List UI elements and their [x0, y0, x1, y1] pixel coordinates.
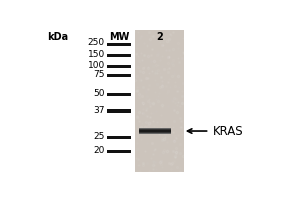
- Bar: [139, 132, 171, 133]
- Text: 150: 150: [88, 50, 105, 59]
- Bar: [107, 150, 130, 153]
- Bar: [107, 74, 130, 77]
- Bar: [107, 54, 130, 57]
- Text: kDa: kDa: [47, 32, 68, 42]
- Bar: [139, 133, 171, 134]
- Text: 37: 37: [93, 106, 105, 115]
- Bar: [139, 129, 171, 130]
- Text: 25: 25: [94, 132, 105, 141]
- Text: 20: 20: [94, 146, 105, 155]
- Text: MW: MW: [109, 32, 129, 42]
- Text: 2: 2: [156, 32, 163, 42]
- Bar: [139, 131, 171, 132]
- Bar: [139, 130, 171, 131]
- Text: KRAS: KRAS: [213, 125, 244, 138]
- Bar: [107, 65, 130, 68]
- Bar: [107, 109, 130, 113]
- Bar: [139, 128, 171, 129]
- Bar: [135, 30, 184, 172]
- Bar: [107, 43, 130, 46]
- Text: 75: 75: [93, 70, 105, 79]
- Bar: [107, 93, 130, 96]
- Text: 50: 50: [93, 89, 105, 98]
- Text: 100: 100: [88, 61, 105, 70]
- Text: 250: 250: [88, 38, 105, 47]
- Bar: [107, 136, 130, 139]
